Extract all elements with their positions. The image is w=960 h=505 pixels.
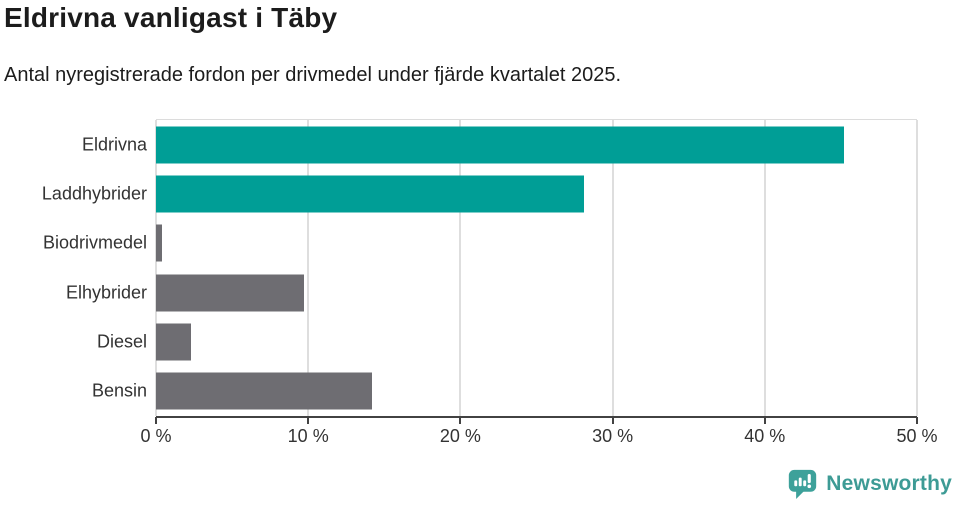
bar-rows: Eldrivna Laddhybrider Biodrivmedel Elhybrid… xyxy=(42,120,917,416)
bar-laddhybrider xyxy=(156,175,584,213)
chart-row: Elhybrider xyxy=(66,268,917,317)
gridline xyxy=(763,120,766,416)
bar-biodrivmedel xyxy=(156,224,163,262)
tick-mark xyxy=(459,417,462,424)
gridline xyxy=(459,120,462,416)
chart-row: Laddhybrider xyxy=(42,169,917,218)
category-label: Laddhybrider xyxy=(41,183,147,204)
chart-subtitle: Antal nyregistrerade fordon per drivmede… xyxy=(4,64,622,86)
chart-row: Diesel xyxy=(97,317,917,366)
axis-tick: 0 % xyxy=(140,417,172,446)
brand-footer: Newsworthy xyxy=(787,468,952,500)
tick-label: 40 % xyxy=(744,426,786,446)
tick-label: 20 % xyxy=(439,426,481,446)
gridline xyxy=(916,120,918,416)
axis-tick: 50 % xyxy=(896,417,938,446)
gridline xyxy=(155,120,157,416)
bar-eldrivna xyxy=(156,126,844,164)
x-axis: 0 % 10 % 20 % 30 % 40 % 50 % xyxy=(140,417,938,453)
category-label: Biodrivmedel xyxy=(42,232,147,253)
chart-row: Bensin xyxy=(92,367,917,416)
axis-tick: 20 % xyxy=(440,417,481,446)
category-label: Elhybrider xyxy=(65,282,147,303)
chart-row: Biodrivmedel xyxy=(43,219,917,268)
tick-mark xyxy=(155,417,157,424)
tick-label: 0 % xyxy=(140,426,172,446)
tick-mark xyxy=(763,417,766,424)
chart-row: Eldrivna xyxy=(82,120,917,169)
plot-area: Eldrivna Laddhybrider Biodrivmedel Elhybrid… xyxy=(42,119,918,418)
bar-diesel xyxy=(156,323,191,361)
newsworthy-speech-bubble-bar-chart-icon xyxy=(787,468,818,500)
brand-name: Newsworthy xyxy=(826,472,952,495)
bar-bensin xyxy=(156,372,373,410)
category-label: Bensin xyxy=(91,380,147,401)
page-title: Eldrivna vanligast i Täby xyxy=(4,2,338,33)
axis-tick: 40 % xyxy=(744,417,785,446)
tick-label: 30 % xyxy=(592,426,634,446)
tick-label: 10 % xyxy=(287,426,329,446)
tick-label: 50 % xyxy=(896,426,938,446)
bar-elhybrider xyxy=(156,274,304,312)
category-label: Diesel xyxy=(96,331,147,352)
gridline xyxy=(611,120,614,416)
tick-mark xyxy=(307,417,310,424)
tick-mark xyxy=(611,417,614,424)
gridline xyxy=(307,120,310,416)
category-label: Eldrivna xyxy=(81,134,147,155)
tick-mark xyxy=(916,417,918,424)
axis-tick: 30 % xyxy=(592,417,633,446)
axis-tick: 10 % xyxy=(288,417,329,446)
